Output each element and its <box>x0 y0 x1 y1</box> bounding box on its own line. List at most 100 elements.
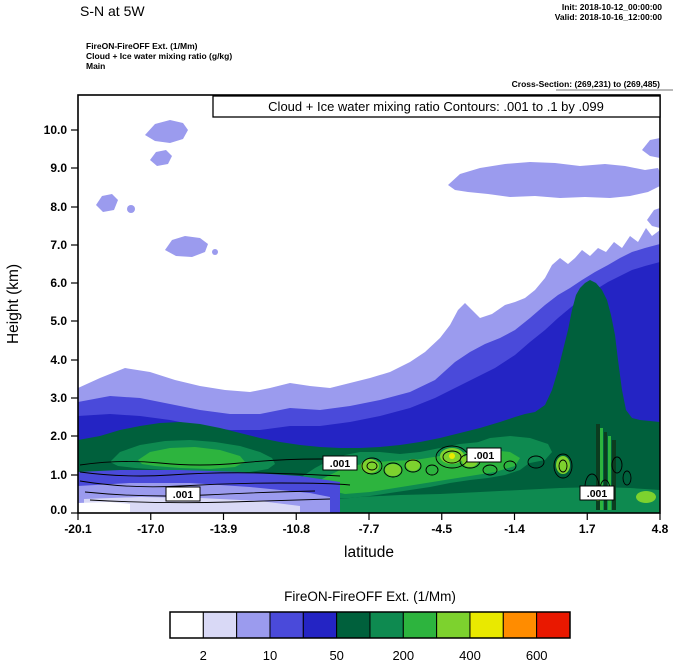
colorbar-cell <box>369 611 404 639</box>
colorbar-cell <box>302 611 338 639</box>
filled-contours <box>78 120 660 513</box>
colorbar-tick-label: 50 <box>329 648 343 663</box>
y-axis <box>71 129 78 514</box>
colorbar-cell <box>236 611 271 639</box>
upper-patch <box>96 194 118 212</box>
contour-label: .001 <box>587 488 608 500</box>
colorbar-cell <box>536 611 571 639</box>
upper-patch-right <box>448 162 660 198</box>
contour-label-box <box>165 486 201 502</box>
plot-contour-title: Cloud + Ice water mixing ratio Contours:… <box>268 99 604 114</box>
upper-patch <box>150 150 172 166</box>
upper-patch <box>145 120 188 143</box>
contour-label: .001 <box>474 450 495 462</box>
upper-patch <box>647 208 660 228</box>
contour-label: .001 <box>173 489 194 501</box>
contour-loop <box>611 456 623 474</box>
y-tick-label: 6.0 <box>50 276 67 290</box>
contour-loop <box>527 455 545 469</box>
dark-streak <box>596 424 600 510</box>
contour-loop <box>383 462 403 478</box>
y-tick-label: 5.0 <box>50 314 67 328</box>
field-line-2: Cloud + Ice water mixing ratio (g/kg) <box>86 51 232 61</box>
x-axis-labels: -20.1 -17.0 -13.9 -10.8 -7.7 -4.5 -1.4 1… <box>64 522 668 536</box>
colorbar-cell <box>202 611 238 639</box>
upper-patch <box>642 138 660 158</box>
upper-patch <box>212 249 218 255</box>
colorbar-cell <box>402 611 438 639</box>
colorbar-tick-label: 2 <box>200 648 207 663</box>
contour-label-box <box>322 455 358 471</box>
contour-loop <box>425 464 439 476</box>
dark-streak <box>604 432 607 510</box>
x-tick-label: -20.1 <box>64 522 92 536</box>
contour-line <box>79 480 351 488</box>
contour-loop <box>622 470 632 486</box>
fill-green-surface <box>330 487 660 513</box>
dark-streak <box>612 440 616 510</box>
contour-loop <box>482 464 498 476</box>
contour-labels: .001 .001 .001 .001 <box>165 447 615 502</box>
x-tick-label: -1.4 <box>504 522 525 536</box>
y-tick-label: 2.0 <box>50 429 67 443</box>
x-tick-label: 1.7 <box>579 522 596 536</box>
contour-label: .001 <box>330 458 351 470</box>
y-axis-title: Height (km) <box>5 264 22 344</box>
contour-loop <box>366 461 378 471</box>
fill-white-strip-bl <box>78 502 130 513</box>
contour-loop <box>404 459 422 473</box>
colorbar <box>169 611 571 639</box>
x-tick-label: -13.9 <box>210 522 238 536</box>
y-tick-label: 0.0 <box>50 503 67 517</box>
contour-loop <box>361 457 383 475</box>
lightgreen-spot <box>556 456 570 474</box>
colorbar-cell <box>269 611 304 639</box>
colorbar-cell <box>502 611 538 639</box>
colorbar-title: FireON-FireOFF Ext. (1/Mm) <box>284 589 456 604</box>
contour-line <box>89 498 331 504</box>
colorbar-frame <box>169 611 571 639</box>
field-line-3: Main <box>86 61 105 71</box>
plot-title-box <box>212 95 661 118</box>
green-streak <box>608 436 611 510</box>
x-tick-label: -4.5 <box>431 522 452 536</box>
contour-loop <box>442 450 462 464</box>
colorbar-tick-label: 400 <box>459 648 481 663</box>
y-tick-label: 3.0 <box>50 391 67 405</box>
cross-section-label: Cross-Section: (269,231) to (269,485) <box>512 79 661 89</box>
x-tick-label: -7.7 <box>359 522 380 536</box>
y-tick-label: 9.0 <box>50 161 67 175</box>
contour-loop <box>503 460 517 472</box>
colorbar-tick-label: 10 <box>263 648 277 663</box>
y-tick-label: 7.0 <box>50 238 67 252</box>
x-axis-title: latitude <box>344 544 394 561</box>
init-time: Init: 2018-10-12_00:00:00 <box>562 2 662 12</box>
lightgreen-spot <box>406 459 420 471</box>
y-tick-label: 1.0 <box>50 468 67 482</box>
contour-label-box <box>579 485 615 501</box>
page-title: S-N at 5W <box>80 3 145 19</box>
y-tick-label: 10.0 <box>44 123 68 137</box>
colorbar-tick-label: 200 <box>392 648 414 663</box>
x-tick-label: -10.8 <box>283 522 311 536</box>
y-tick-label: 8.0 <box>50 200 67 214</box>
valid-time: Valid: 2018-10-16_12:00:00 <box>555 12 663 22</box>
y-axis-labels: 10.0 9.0 8.0 7.0 6.0 5.0 4.0 3.0 2.0 1.0… <box>44 123 68 517</box>
x-axis <box>77 513 661 520</box>
colorbar-cell <box>436 611 471 639</box>
lightgreen-spot <box>636 491 656 503</box>
fill-lavender-strip-bl <box>84 497 300 513</box>
contour-loop <box>553 453 573 479</box>
x-tick-label: 4.8 <box>652 522 669 536</box>
field-line-1: FireON-FireOFF Ext. (1/Mm) <box>86 41 198 51</box>
colorbar-cell <box>469 611 504 639</box>
contour-line <box>79 471 341 477</box>
colorbar-cell <box>169 611 204 639</box>
colorbar-tick-label: 600 <box>526 648 548 663</box>
lightgreen-spot <box>385 464 401 476</box>
colorbar-cell <box>336 611 371 639</box>
contour-line <box>84 490 316 497</box>
contour-loop <box>558 459 568 473</box>
